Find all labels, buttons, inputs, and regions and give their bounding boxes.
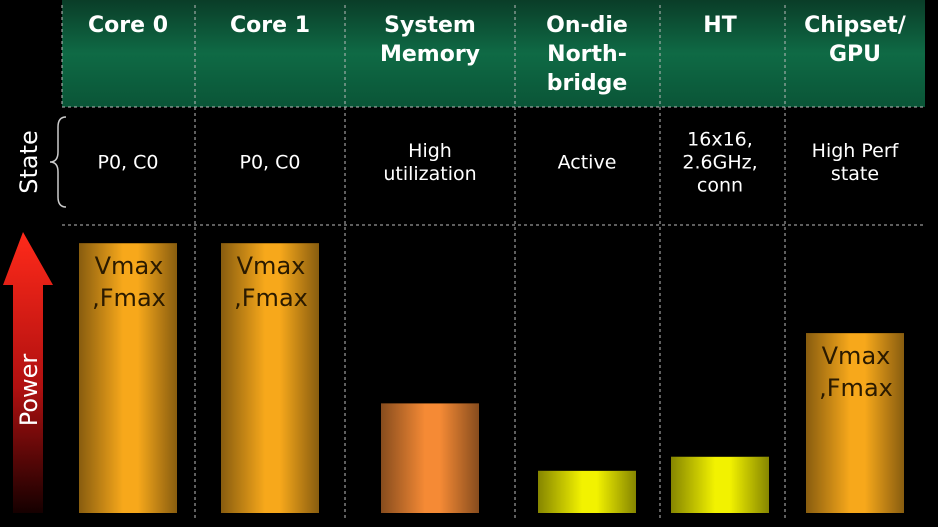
- state-text: conn: [697, 175, 743, 197]
- state-brace: [49, 116, 67, 208]
- column-header: bridge: [547, 71, 628, 96]
- state-text: state: [831, 163, 879, 185]
- header-band: [62, 0, 925, 107]
- state-text: 2.6GHz,: [682, 152, 757, 174]
- bar-label: ,Fmax: [92, 284, 166, 312]
- bar-shade: [79, 243, 177, 514]
- state-text: High: [408, 140, 452, 162]
- state-text: Active: [558, 152, 617, 174]
- column-header: HT: [703, 13, 736, 38]
- bar-label: Vmax: [822, 342, 891, 370]
- state-text: P0, C0: [240, 152, 301, 174]
- power-arrow: [3, 232, 53, 513]
- bar-label: Vmax: [237, 252, 306, 280]
- bar-shade: [806, 333, 904, 513]
- state-text: P0, C0: [98, 152, 159, 174]
- column-header: Core 0: [88, 13, 168, 38]
- column-header: Core 1: [230, 13, 310, 38]
- state-label: State: [15, 130, 43, 194]
- bar-shade: [381, 403, 479, 513]
- bar-label: Vmax: [95, 252, 164, 280]
- state-text: utilization: [383, 163, 476, 185]
- state-text: 16x16,: [687, 129, 753, 151]
- column-header: On-die: [546, 13, 628, 38]
- column-header: Memory: [380, 42, 480, 67]
- column-header: GPU: [829, 42, 881, 67]
- column-header: System: [384, 13, 476, 38]
- bar-shade: [538, 470, 636, 513]
- column-header: North-: [547, 42, 627, 67]
- bar-label: ,Fmax: [234, 284, 308, 312]
- bar-shade: [221, 243, 319, 514]
- column-header: Chipset/: [804, 13, 907, 38]
- state-text: High Perf: [812, 140, 900, 162]
- bar-label: ,Fmax: [819, 374, 893, 402]
- power-label: Power: [15, 354, 43, 427]
- bar-shade: [671, 456, 769, 513]
